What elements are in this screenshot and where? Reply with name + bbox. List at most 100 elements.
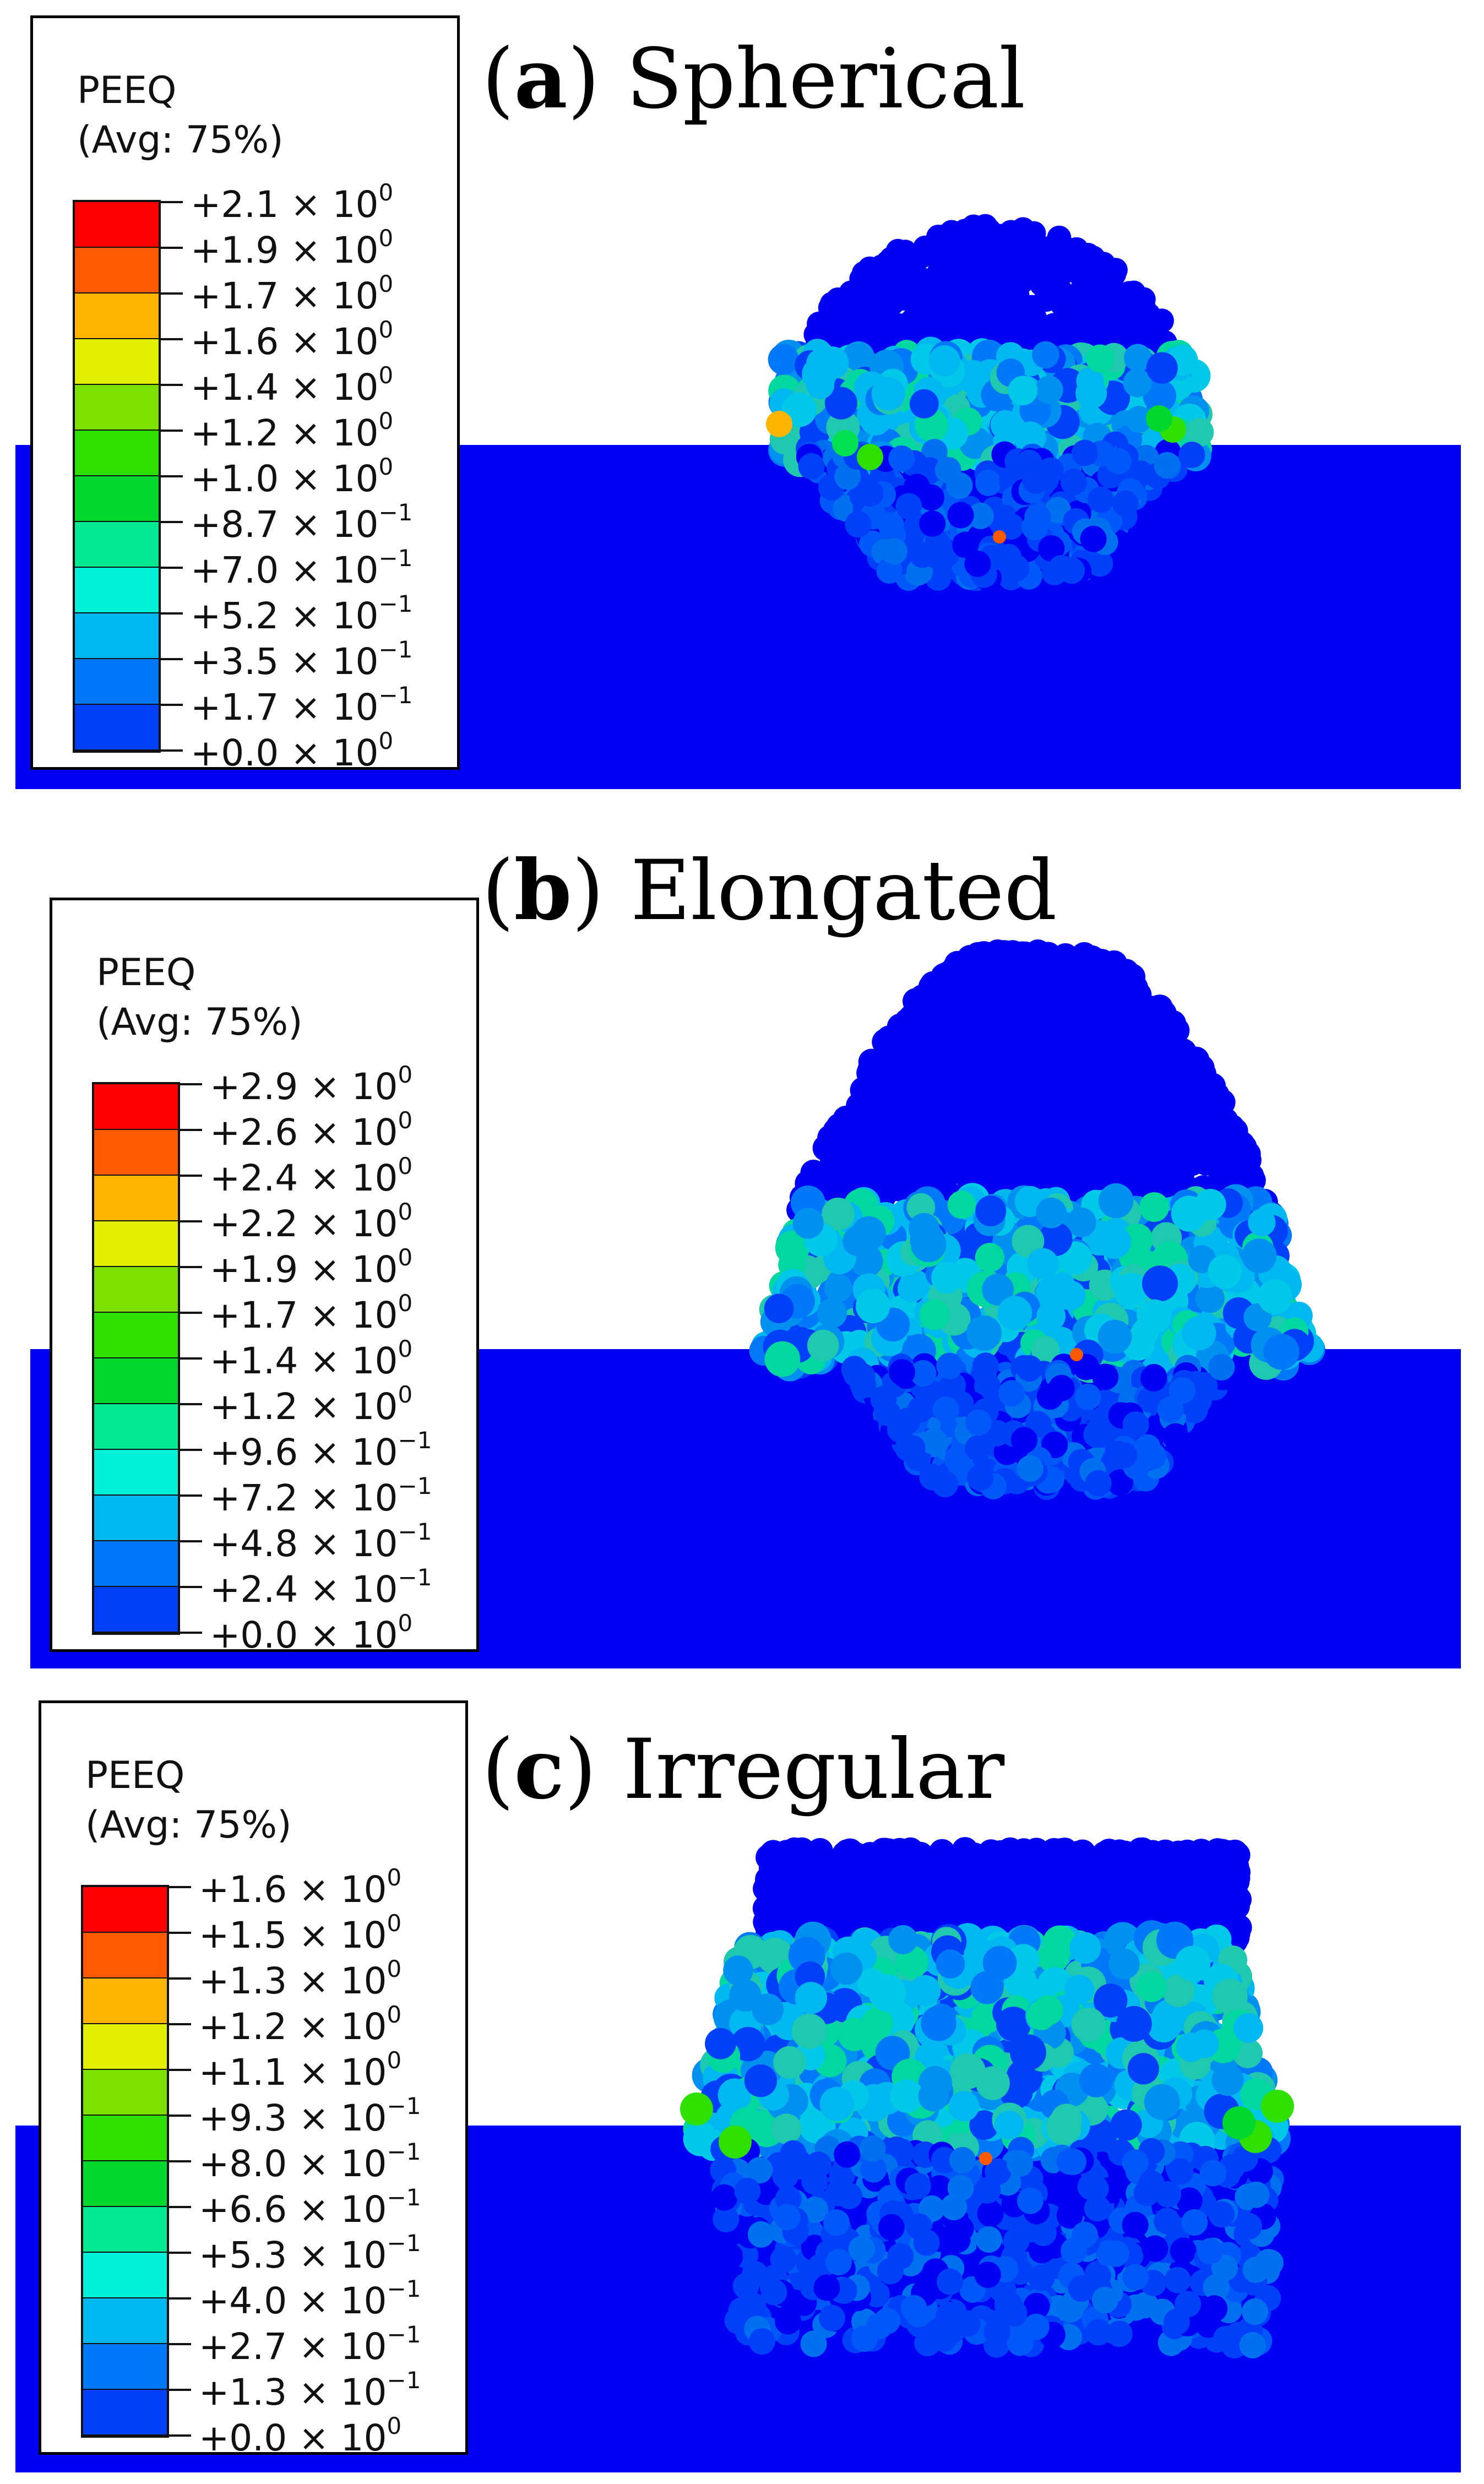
particle (1208, 1161, 1235, 1188)
particle (1105, 448, 1132, 475)
particle (971, 1024, 998, 1051)
tick-mark (161, 292, 183, 295)
particle (976, 1131, 1003, 1158)
tick-mark (180, 1083, 202, 1085)
color-scale (73, 200, 161, 753)
particle (1112, 490, 1139, 517)
particle (1053, 1030, 1080, 1057)
particle (1128, 1099, 1155, 1126)
particle (759, 1906, 786, 1933)
particle (931, 1262, 963, 1293)
particle (1056, 1847, 1083, 1874)
particle (1009, 1069, 1036, 1095)
particle (1143, 379, 1177, 413)
tick-mark (180, 1586, 202, 1588)
particle (1154, 1048, 1181, 1075)
particle (1053, 1877, 1080, 1904)
tick-label: +9.6 × 10−1 (210, 1426, 432, 1474)
particle (926, 225, 951, 249)
particle (1263, 1334, 1300, 1370)
particle (1046, 255, 1070, 280)
particle (919, 510, 946, 537)
particle (1076, 367, 1104, 395)
particle (918, 484, 944, 511)
particle (842, 341, 875, 374)
particle (830, 1850, 857, 1877)
particle (795, 1863, 822, 1890)
legend-title: PEEQ (96, 951, 196, 994)
particle (1038, 1222, 1073, 1257)
particle (1208, 1354, 1235, 1380)
particle (1007, 1142, 1034, 1168)
tick-mark (161, 475, 183, 477)
particle (947, 502, 974, 529)
color-swatch (94, 1541, 178, 1587)
particle (1162, 1423, 1189, 1450)
particle (1139, 1840, 1166, 1867)
particle (1035, 376, 1063, 404)
particle (1112, 1046, 1139, 1073)
particle (1060, 469, 1087, 496)
particle (1140, 1443, 1167, 1470)
particle (956, 945, 983, 971)
particle (911, 1226, 947, 1263)
particle (983, 963, 1010, 990)
particle (952, 531, 979, 558)
particle (1075, 1383, 1101, 1410)
tick-label: +1.7 × 100 (210, 1289, 413, 1336)
tick-mark (180, 1220, 202, 1222)
particle (850, 1372, 877, 1399)
tick-mark (161, 612, 183, 615)
tick-mark (180, 1540, 202, 1542)
particle (1001, 270, 1025, 294)
particle (980, 1081, 1007, 1108)
particle (1066, 1207, 1096, 1237)
particle (919, 1300, 950, 1330)
particle (1032, 341, 1059, 368)
particle (1080, 979, 1107, 1006)
particle (852, 282, 877, 307)
color-swatch (94, 1130, 178, 1176)
particle (1173, 1146, 1200, 1173)
particle (1194, 1189, 1226, 1221)
particle (975, 470, 1002, 496)
color-swatch (94, 1176, 178, 1221)
tick-mark (180, 1357, 202, 1360)
particle (1098, 1888, 1125, 1915)
particle (931, 1048, 958, 1075)
particle (1026, 1113, 1053, 1140)
particle (869, 254, 894, 279)
particle (898, 1274, 926, 1303)
particle (947, 1191, 976, 1219)
particle (1079, 953, 1106, 980)
particle (932, 1471, 959, 1498)
particle (1159, 1016, 1186, 1043)
particle (1058, 1899, 1085, 1926)
particle (960, 285, 985, 309)
panel-c: (c) Irregular PEEQ (Avg: 75%) +1.6 × 100… (0, 1663, 1484, 2484)
particle (817, 1298, 847, 1329)
tick-mark (161, 567, 183, 569)
particle (1068, 1091, 1095, 1118)
particle (925, 1148, 952, 1175)
particle (1182, 1316, 1216, 1351)
particle (1123, 368, 1152, 398)
tick-label: +7.0 × 10−1 (191, 544, 413, 591)
particle (798, 453, 825, 480)
tick-mark (161, 338, 183, 340)
particle (889, 1359, 915, 1386)
particle (1040, 1271, 1076, 1308)
particle (1178, 442, 1205, 468)
particle (1106, 1469, 1133, 1496)
particle (847, 1158, 874, 1185)
particle (1038, 535, 1065, 562)
particle (1031, 1336, 1060, 1365)
particle (879, 1897, 906, 1924)
particle (946, 472, 972, 499)
particle (1149, 1867, 1176, 1894)
tick-mark (161, 521, 183, 523)
tick-label: +2.4 × 100 (210, 1152, 413, 1199)
particle (1142, 1265, 1178, 1302)
particle (1106, 1014, 1133, 1040)
tick-label: +3.5 × 10−1 (191, 635, 413, 683)
